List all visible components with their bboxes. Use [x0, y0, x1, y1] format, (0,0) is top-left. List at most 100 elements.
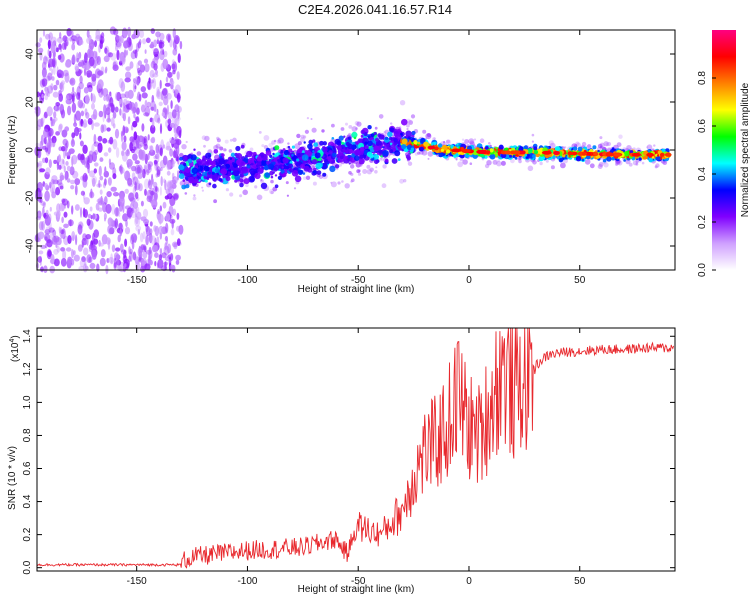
- noise-blob: [152, 73, 159, 78]
- line-blob: [562, 154, 566, 158]
- noise-blob: [144, 263, 151, 271]
- snr-y-scale-exp: 4: [9, 339, 16, 343]
- signal-blob: [233, 163, 238, 168]
- haze-dot: [193, 194, 196, 197]
- noise-blob: [76, 128, 82, 132]
- y-tick-label: 0.2: [22, 527, 33, 541]
- haze-dot: [655, 163, 660, 168]
- noise-blob: [123, 40, 129, 49]
- noise-blob: [169, 160, 176, 165]
- signal-blob: [359, 154, 364, 159]
- noise-blob: [131, 233, 138, 243]
- noise-blob: [145, 225, 151, 237]
- haze-dot: [344, 183, 350, 189]
- noise-blob: [129, 102, 136, 111]
- noise-blob: [149, 228, 153, 235]
- signal-blob: [269, 170, 274, 176]
- noise-blob: [100, 249, 106, 258]
- noise-blob: [171, 63, 176, 70]
- haze-dot: [254, 185, 258, 189]
- haze-dot: [260, 179, 263, 181]
- noise-blob: [50, 42, 56, 54]
- haze-dot: [532, 160, 537, 165]
- noise-blob: [96, 183, 103, 188]
- signal-blob: [313, 170, 316, 174]
- noise-blob: [64, 40, 67, 50]
- noise-blob: [157, 151, 160, 163]
- noise-blob: [152, 47, 159, 53]
- signal-blob: [305, 150, 313, 157]
- signal-blob: [405, 154, 411, 160]
- haze-dot: [356, 169, 361, 174]
- signal-blob: [229, 157, 233, 160]
- noise-blob: [142, 231, 146, 240]
- noise-blob: [162, 58, 169, 70]
- line-blob: [585, 154, 591, 160]
- noise-blob: [172, 28, 176, 39]
- signal-blob: [373, 131, 377, 136]
- noise-blob: [142, 250, 148, 259]
- noise-blob: [53, 111, 57, 119]
- noise-blob: [70, 179, 75, 185]
- x-tick-label: -150: [127, 576, 147, 587]
- noise-blob: [122, 213, 129, 222]
- haze-dot: [399, 100, 406, 106]
- noise-blob: [153, 190, 158, 202]
- hotspot: [584, 151, 592, 156]
- noise-blob: [115, 44, 119, 52]
- signal-blob: [204, 179, 208, 183]
- noise-blob: [150, 178, 154, 186]
- noise-blob: [140, 104, 146, 113]
- noise-blob: [125, 66, 131, 71]
- haze-dot: [318, 174, 323, 179]
- noise-blob: [114, 128, 120, 139]
- noise-blob: [41, 67, 47, 78]
- noise-blob: [129, 141, 133, 152]
- noise-blob: [124, 263, 127, 268]
- noise-blob: [72, 38, 76, 45]
- haze-dot: [410, 114, 416, 119]
- signal-blob: [394, 150, 401, 157]
- noise-blob: [125, 71, 132, 80]
- haze-dot: [300, 134, 305, 139]
- noise-blob: [58, 103, 64, 111]
- noise-blob: [121, 108, 127, 118]
- noise-blob: [51, 187, 54, 198]
- noise-blob: [105, 49, 110, 57]
- noise-blob: [133, 78, 136, 83]
- signal-blob: [235, 153, 243, 160]
- line-blob: [514, 156, 518, 160]
- noise-blob: [54, 104, 57, 111]
- noise-blob: [105, 203, 112, 214]
- noise-blob: [45, 86, 49, 97]
- noise-blob: [63, 144, 68, 152]
- noise-blob: [173, 242, 178, 250]
- line-blob: [460, 146, 464, 151]
- noise-blob: [156, 169, 161, 178]
- noise-blob: [150, 28, 155, 34]
- noise-blob: [39, 266, 44, 272]
- noise-blob: [157, 213, 164, 224]
- noise-blob: [110, 253, 113, 262]
- noise-blob: [132, 153, 138, 161]
- noise-blob: [137, 228, 141, 235]
- signal-blob: [374, 145, 380, 152]
- noise-blob: [118, 35, 122, 43]
- signal-blob: [282, 148, 286, 152]
- noise-blob: [74, 37, 79, 42]
- signal-blob: [288, 148, 293, 153]
- line-blob: [420, 139, 425, 144]
- signal-blob: [313, 142, 319, 148]
- noise-blob: [84, 108, 88, 116]
- signal-blob: [265, 150, 272, 156]
- noise-blob: [78, 81, 84, 90]
- line-blob: [438, 152, 444, 158]
- haze-dot: [304, 129, 309, 134]
- noise-blob: [88, 43, 94, 50]
- noise-blob: [64, 72, 70, 83]
- haze-dot: [224, 148, 227, 152]
- noise-blob: [66, 27, 72, 37]
- signal-blob: [338, 135, 344, 141]
- noise-blob: [38, 250, 44, 255]
- signal-blob: [322, 141, 327, 146]
